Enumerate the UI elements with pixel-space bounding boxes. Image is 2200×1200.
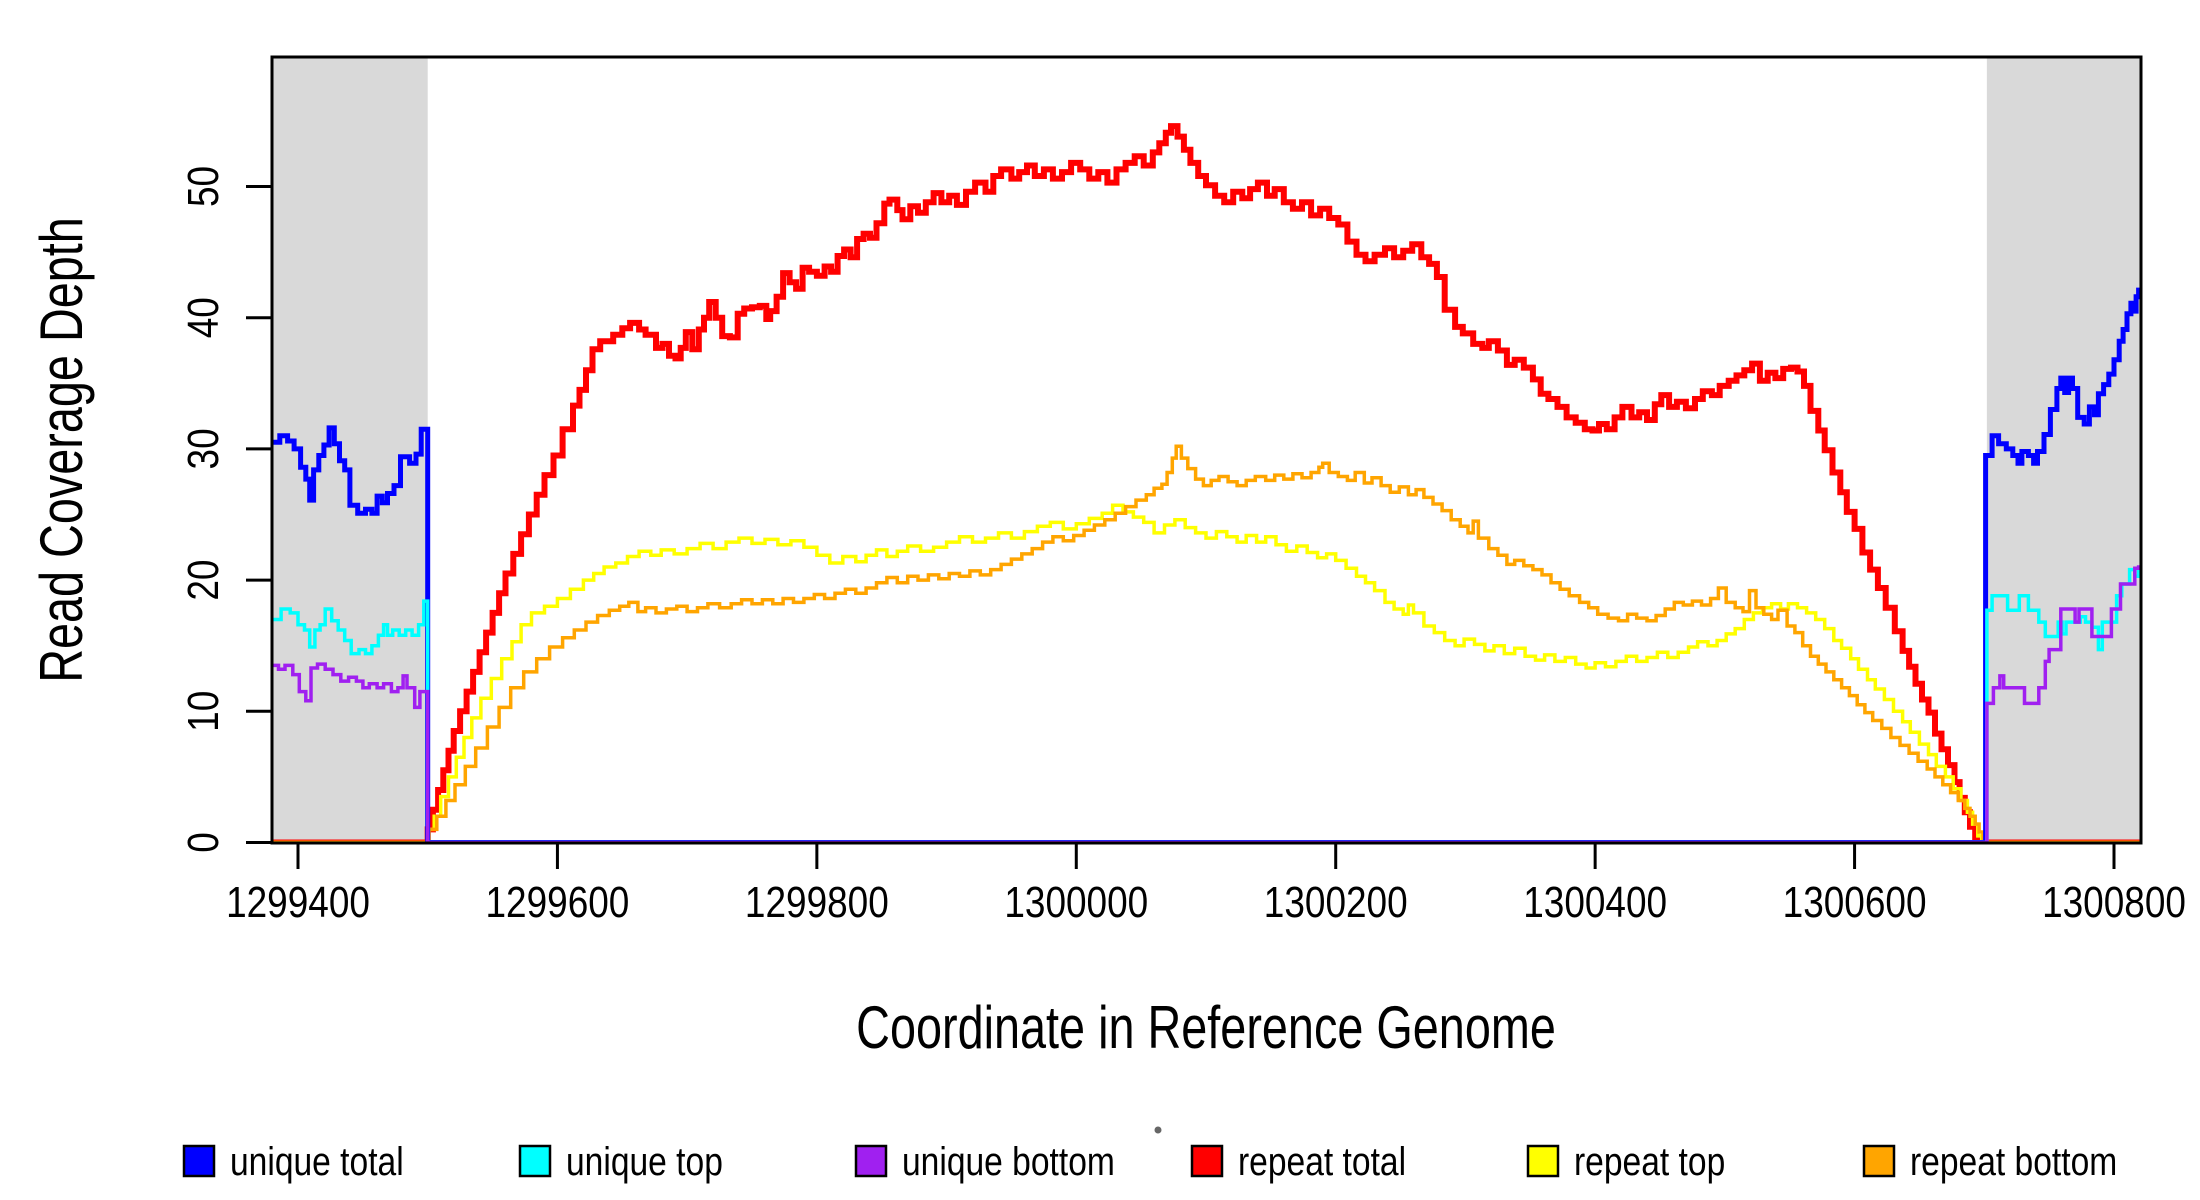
y-tick-label: 10 bbox=[178, 691, 228, 732]
y-tick-label: 0 bbox=[178, 832, 228, 853]
y-axis-title: Read Coverage Depth bbox=[28, 217, 95, 683]
plot-area bbox=[272, 57, 2141, 843]
legend-label-repeat-bottom: repeat bottom bbox=[1910, 1139, 2117, 1183]
series-repeat-bottom bbox=[272, 444, 2141, 843]
stray-dot bbox=[1154, 1126, 1162, 1134]
series-repeat-top bbox=[272, 503, 2141, 843]
legend: unique total unique top unique bottom repea… bbox=[182, 1126, 2117, 1184]
y-axis: 0 10 20 30 40 50 bbox=[178, 166, 272, 853]
legend-label-unique-total: unique total bbox=[230, 1139, 404, 1183]
legend-label-unique-top: unique top bbox=[566, 1139, 723, 1183]
x-tick-label: 1299600 bbox=[485, 877, 629, 927]
series-unique-total bbox=[272, 287, 2141, 843]
legend-label-repeat-top: repeat top bbox=[1574, 1139, 1725, 1183]
series-repeat-total bbox=[272, 123, 2141, 843]
x-axis-title: Coordinate in Reference Genome bbox=[856, 994, 1556, 1061]
y-tick-label: 20 bbox=[178, 560, 228, 601]
x-tick-label: 1300800 bbox=[2042, 877, 2186, 927]
x-tick-label: 1300400 bbox=[1523, 877, 1667, 927]
x-tick-label: 1300600 bbox=[1783, 877, 1927, 927]
x-tick-label: 1300200 bbox=[1264, 877, 1408, 927]
series-unique-bottom bbox=[272, 565, 2141, 843]
x-tick-label: 1300000 bbox=[1004, 877, 1148, 927]
legend-swatch-unique-bottom bbox=[854, 1144, 888, 1178]
x-axis: 1299400 1299600 1299800 1300000 1300200 13004… bbox=[226, 843, 2186, 927]
y-tick-label: 30 bbox=[178, 428, 228, 469]
x-tick-label: 1299800 bbox=[745, 877, 889, 927]
legend-swatch-repeat-top bbox=[1526, 1144, 1560, 1178]
legend-swatch-repeat-bottom bbox=[1862, 1144, 1896, 1178]
legend-swatch-unique-total bbox=[182, 1144, 216, 1178]
legend-swatch-unique-top bbox=[518, 1144, 552, 1178]
legend-label-repeat-total: repeat total bbox=[1238, 1139, 1406, 1183]
legend-swatch-repeat-total bbox=[1190, 1144, 1224, 1178]
legend-label-unique-bottom: unique bottom bbox=[902, 1139, 1115, 1183]
x-tick-label: 1299400 bbox=[226, 877, 370, 927]
y-tick-label: 40 bbox=[178, 297, 228, 338]
y-tick-label: 50 bbox=[178, 166, 228, 207]
